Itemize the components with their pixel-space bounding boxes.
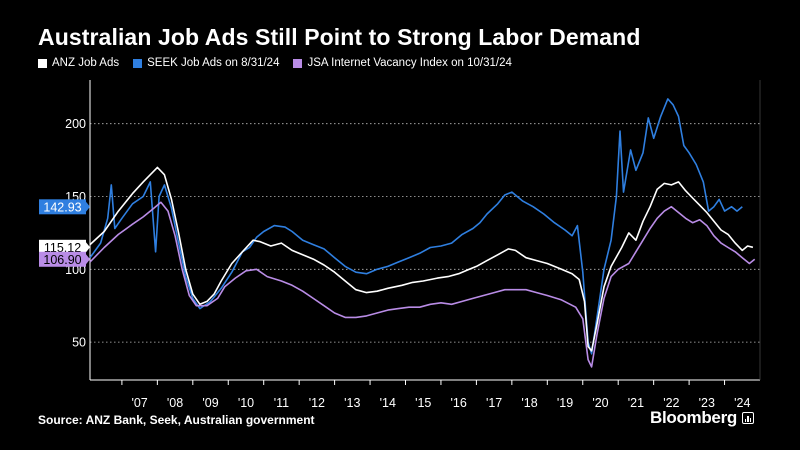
- legend-label-seek: SEEK Job Ads on 8/31/24: [147, 57, 280, 69]
- legend-item-seek: SEEK Job Ads on 8/31/24: [133, 57, 279, 69]
- x-tick-label: '07: [131, 396, 147, 410]
- x-tick-label: '17: [486, 396, 502, 410]
- series-line-jsa: [89, 201, 756, 368]
- last-value-label-jsa-box: [39, 251, 86, 267]
- last-value-label-jsa: 106.90: [43, 253, 81, 267]
- last-value-label-jsa-pointer: [86, 254, 90, 265]
- legend-item-jsa: JSA Internet Vacancy Index on 10/31/24: [293, 57, 512, 69]
- series-line-anz: [89, 166, 754, 352]
- x-tick-label: '20: [592, 396, 608, 410]
- x-tick-label: '11: [274, 396, 289, 410]
- x-tick-label: '13: [344, 396, 360, 410]
- y-tick-label: 200: [65, 117, 86, 131]
- x-tick-label: '22: [663, 396, 679, 410]
- x-tick-label: '21: [628, 396, 644, 410]
- last-value-label-anz: 115.12: [44, 241, 81, 255]
- legend-swatch-anz: [38, 58, 47, 68]
- last-value-label-anz-pointer: [86, 242, 90, 253]
- last-value-label-seek: 142.93: [43, 200, 81, 214]
- x-tick-label: '12: [309, 396, 325, 410]
- series-line-seek: [89, 98, 743, 355]
- bloomberg-terminal-icon: [742, 412, 754, 424]
- legend-item-anz: ANZ Job Ads: [38, 57, 119, 69]
- x-tick-label: '09: [202, 396, 218, 410]
- chart-title: Australian Job Ads Still Point to Strong…: [38, 24, 641, 50]
- bloomberg-logo: Bloomberg: [650, 408, 754, 428]
- x-tick-label: '08: [167, 396, 183, 410]
- x-tick-label: '23: [699, 396, 715, 410]
- x-tick-label: '19: [557, 396, 573, 410]
- x-tick-label: '16: [451, 396, 467, 410]
- chart-legend: ANZ Job Ads SEEK Job Ads on 8/31/24 JSA …: [38, 57, 512, 69]
- last-value-label-anz-box: [39, 239, 86, 255]
- brand-name: Bloomberg: [649, 408, 737, 427]
- x-tick-label: '10: [238, 396, 254, 410]
- source-note: Source: ANZ Bank, Seek, Australian gover…: [38, 413, 315, 427]
- x-tick-label: '15: [415, 396, 431, 410]
- last-value-label-seek-pointer: [86, 201, 90, 212]
- x-tick-label: '24: [734, 396, 750, 410]
- legend-label-anz: ANZ Job Ads: [52, 57, 120, 69]
- last-value-label-seek-box: [39, 199, 86, 215]
- legend-swatch-jsa: [293, 58, 303, 68]
- legend-swatch-seek: [133, 58, 143, 68]
- x-tick-label: '14: [380, 396, 396, 410]
- x-tick-label: '18: [521, 396, 537, 410]
- legend-label-jsa: JSA Internet Vacancy Index on 10/31/24: [307, 57, 512, 69]
- y-tick-label: 50: [72, 336, 86, 350]
